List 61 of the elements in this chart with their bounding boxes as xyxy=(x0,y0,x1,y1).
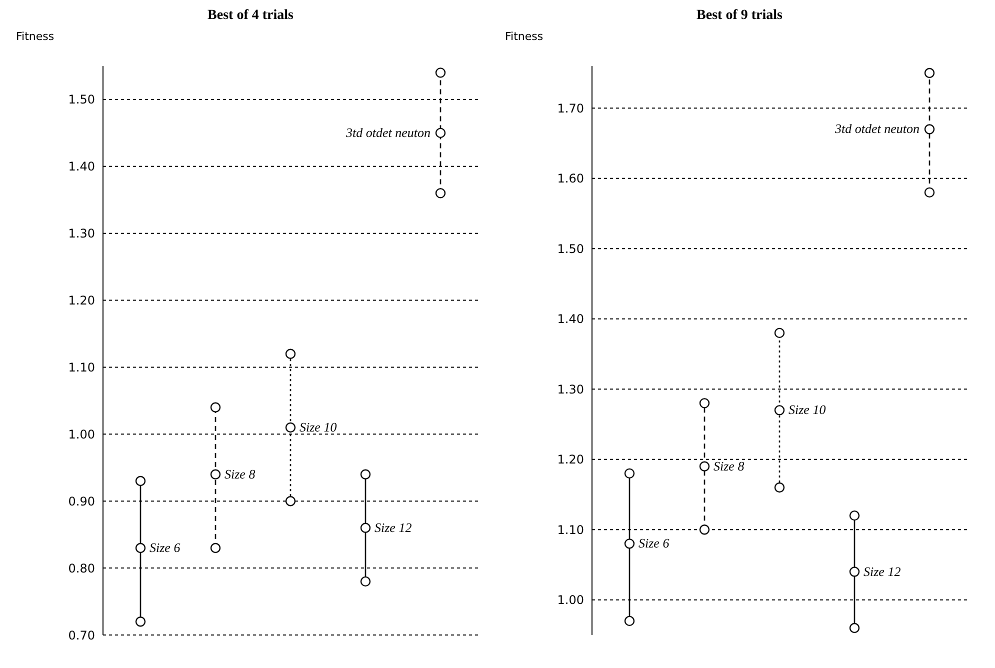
point xyxy=(135,542,146,554)
point xyxy=(135,476,146,486)
y-tick-label: 1.50 xyxy=(68,92,95,107)
point xyxy=(924,187,935,198)
point xyxy=(849,510,860,521)
series-label: Size 12 xyxy=(864,564,902,579)
series-label: Size 6 xyxy=(150,540,181,555)
point xyxy=(210,542,221,554)
point xyxy=(435,68,446,78)
y-tick-label: 1.30 xyxy=(68,226,95,241)
y-tick-label: 0.80 xyxy=(68,561,95,576)
y-tick-label: 1.00 xyxy=(68,427,95,442)
point xyxy=(285,348,296,359)
series-label: Size 10 xyxy=(300,419,338,434)
point xyxy=(360,522,371,533)
point xyxy=(924,124,935,134)
point xyxy=(624,468,635,479)
y-tick-label: 0.90 xyxy=(68,494,95,508)
series-label: 3td otdet neuton xyxy=(834,121,920,136)
point xyxy=(699,524,710,535)
point xyxy=(774,482,785,493)
point xyxy=(360,576,371,587)
point xyxy=(699,461,710,472)
point xyxy=(774,405,785,416)
y-tick-label: 1.60 xyxy=(557,172,584,186)
point xyxy=(285,422,296,433)
y-axis-title: Fitness xyxy=(16,30,56,45)
series-label: Size 10 xyxy=(788,402,826,418)
point xyxy=(624,616,635,626)
point xyxy=(774,328,785,338)
point xyxy=(135,616,146,627)
point xyxy=(285,496,296,506)
series-label: Size 6 xyxy=(638,536,670,551)
point xyxy=(435,188,446,198)
y-tick-label: 1.50 xyxy=(557,242,584,256)
y-tick-label: 1.70 xyxy=(557,101,584,116)
y-tick-label: 1.30 xyxy=(557,382,584,396)
y-tick-label: 1.20 xyxy=(557,452,584,467)
series-label: Size 12 xyxy=(374,520,412,535)
y-tick-label: 1.40 xyxy=(68,160,95,174)
point xyxy=(360,469,371,480)
y-tick-label: 1.00 xyxy=(557,593,584,608)
point xyxy=(924,68,935,78)
y-axis-title: Fitness xyxy=(505,30,544,45)
point xyxy=(624,538,635,549)
y-tick-label: 0.70 xyxy=(68,628,95,642)
y-tick-label: 1.10 xyxy=(557,522,584,537)
point xyxy=(435,128,446,138)
y-tick-label: 1.40 xyxy=(557,312,584,326)
series-label: Size 8 xyxy=(224,466,256,482)
point xyxy=(699,398,710,408)
chart-title: Best of 4 trials xyxy=(206,8,294,25)
series-label: 3td otdet neuton xyxy=(345,124,430,140)
point xyxy=(210,402,221,412)
chart-title: Best of 9 trials xyxy=(696,8,784,25)
point xyxy=(849,566,860,577)
y-tick-label: 1.10 xyxy=(68,360,95,374)
series-label: Size 8 xyxy=(714,458,745,474)
point xyxy=(210,469,221,480)
point xyxy=(849,622,860,634)
y-tick-label: 1.20 xyxy=(68,294,95,308)
